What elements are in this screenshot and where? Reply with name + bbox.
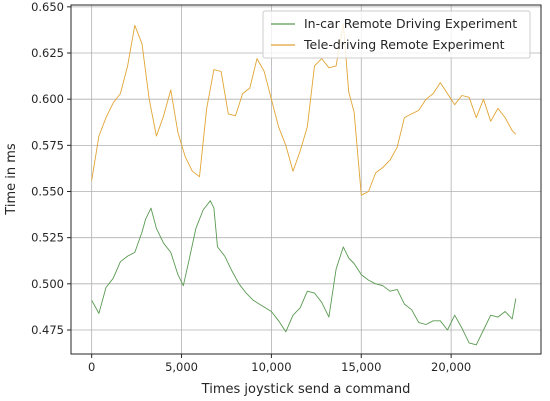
y-axis-ticks: 0.475 0.500 0.525 0.550 0.575 0.600 0.625 0.650 [31, 0, 71, 337]
x-tick-label: 15,000 [341, 360, 381, 374]
y-tick-label: 0.550 [31, 185, 64, 199]
x-axis-title: Times joystick send a command [201, 382, 411, 397]
y-tick-label: 0.475 [31, 323, 64, 337]
y-tick-label: 0.650 [31, 0, 64, 14]
y-tick-label: 0.500 [31, 277, 64, 291]
series-line-in-car [91, 200, 517, 346]
y-tick-label: 0.525 [31, 231, 64, 245]
y-axis-title: Time in ms [4, 143, 19, 216]
x-tick-label: 10,000 [251, 360, 291, 374]
legend-box [262, 10, 531, 59]
x-axis-ticks: 0 5,000 10,000 15,000 20,000 [88, 354, 471, 374]
plot-frame [70, 4, 542, 355]
legend-label-in-car: In-car Remote Driving Experiment [304, 16, 517, 31]
x-tick-label: 0 [88, 360, 95, 374]
y-tick-label: 0.625 [31, 46, 64, 60]
y-tick-label: 0.600 [31, 92, 64, 106]
x-tick-label: 5,000 [165, 360, 198, 374]
series-line-tele-driving [91, 23, 517, 196]
y-tick-label: 0.575 [31, 138, 64, 152]
legend-label-tele-driving: Tele-driving Remote Experiment [303, 37, 505, 52]
legend: In-car Remote Driving Experiment Tele-dr… [262, 10, 531, 59]
x-tick-label: 20,000 [431, 360, 471, 374]
series-lines [91, 23, 517, 346]
